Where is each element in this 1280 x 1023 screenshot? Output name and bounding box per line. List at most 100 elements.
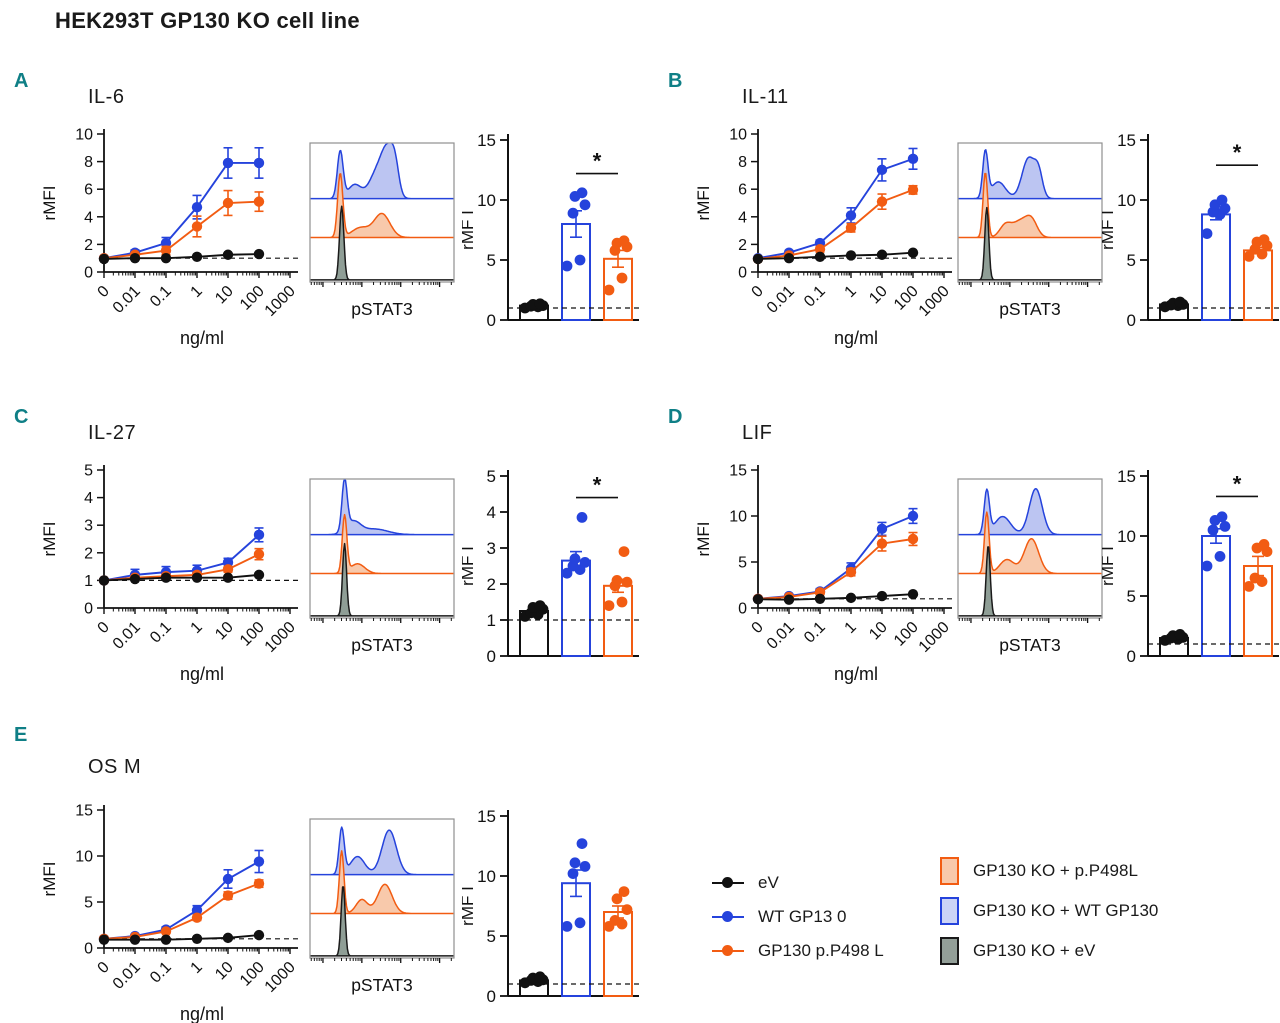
svg-text:rMF I: rMF I bbox=[462, 886, 477, 926]
legend-label: WT GP13 0 bbox=[758, 907, 847, 926]
svg-text:5: 5 bbox=[84, 895, 93, 912]
panel-c: C IL-27 0 1 2 3 4 5 0 0.01 0.1 1 10 100 1000 rMFI ng/m… bbox=[10, 396, 639, 732]
legend-entry-gp130-p498l: GP130 p.P498 L bbox=[712, 941, 884, 961]
line-marker-icon bbox=[712, 945, 744, 957]
legend-line-series-column: eV WT GP13 0 GP130 p.P498 L bbox=[712, 873, 884, 961]
svg-text:10: 10 bbox=[75, 849, 93, 866]
svg-text:pSTAT3: pSTAT3 bbox=[999, 299, 1061, 319]
panel-c-letter: C bbox=[14, 406, 29, 428]
svg-text:0.01: 0.01 bbox=[110, 283, 144, 317]
svg-text:2: 2 bbox=[84, 545, 93, 562]
svg-text:15: 15 bbox=[729, 463, 747, 480]
svg-text:*: * bbox=[593, 149, 602, 174]
svg-text:10: 10 bbox=[212, 619, 237, 644]
histogram-swatch-icon bbox=[940, 937, 959, 965]
svg-text:0: 0 bbox=[84, 601, 93, 618]
svg-text:15: 15 bbox=[1117, 467, 1136, 486]
svg-text:0: 0 bbox=[749, 283, 767, 301]
svg-text:8: 8 bbox=[738, 154, 747, 171]
panel-d-pstat3-histogram: pSTAT3 bbox=[957, 478, 1103, 655]
svg-text:ng/ml: ng/ml bbox=[180, 664, 224, 684]
svg-text:0: 0 bbox=[738, 601, 747, 618]
svg-text:0: 0 bbox=[1127, 311, 1136, 330]
svg-text:5: 5 bbox=[738, 555, 747, 572]
panel-d-title: LIF bbox=[742, 422, 773, 444]
svg-text:0.01: 0.01 bbox=[110, 619, 144, 653]
legend-label: GP130 p.P498 L bbox=[758, 941, 884, 960]
panel-a-letter: A bbox=[14, 70, 29, 92]
svg-text:4: 4 bbox=[738, 209, 747, 226]
panel-b-pstat3-histogram: pSTAT3 bbox=[957, 142, 1103, 319]
svg-text:0: 0 bbox=[738, 265, 747, 282]
svg-text:10: 10 bbox=[212, 283, 237, 308]
svg-text:0: 0 bbox=[487, 647, 496, 666]
panel-b: B IL-11 0 2 4 6 8 10 0 0.01 0.1 1 10 100 1000 rMFI ng/… bbox=[664, 60, 1280, 396]
svg-text:4: 4 bbox=[84, 490, 93, 507]
legend-label: GP130 KO + WT GP130 bbox=[973, 901, 1159, 920]
svg-text:1: 1 bbox=[188, 959, 206, 977]
svg-text:rMFI: rMFI bbox=[40, 186, 59, 221]
svg-text:10: 10 bbox=[866, 283, 891, 308]
svg-text:1: 1 bbox=[84, 573, 93, 590]
svg-text:1000: 1000 bbox=[262, 619, 299, 656]
svg-text:0.01: 0.01 bbox=[110, 959, 144, 993]
legend-entry-wt-gp130: WT GP13 0 bbox=[712, 907, 884, 927]
svg-text:pSTAT3: pSTAT3 bbox=[999, 635, 1061, 655]
svg-text:0.1: 0.1 bbox=[801, 283, 829, 311]
svg-text:0: 0 bbox=[487, 987, 496, 1006]
panel-e-rmfi-bar-chart: 0 5 10 15 rMF I bbox=[462, 807, 639, 1006]
svg-text:2: 2 bbox=[84, 237, 93, 254]
svg-text:10: 10 bbox=[477, 867, 496, 886]
svg-text:10: 10 bbox=[729, 509, 747, 526]
svg-text:*: * bbox=[593, 473, 602, 498]
svg-text:ng/ml: ng/ml bbox=[180, 328, 224, 348]
svg-text:1: 1 bbox=[842, 619, 860, 637]
panel-e-title: OS M bbox=[88, 756, 142, 778]
panel-b-letter: B bbox=[668, 70, 683, 92]
svg-text:8: 8 bbox=[84, 154, 93, 171]
legend-entry-ko-wt-gp130: GP130 KO + WT GP130 bbox=[940, 897, 1158, 925]
panel-e: E OS M 0 5 10 15 0 0.01 0.1 1 10 100 1000 rMFI ng/ml… bbox=[10, 714, 639, 1023]
svg-text:ng/ml: ng/ml bbox=[180, 1004, 224, 1023]
svg-text:ng/ml: ng/ml bbox=[834, 328, 878, 348]
panel-c-rmfi-bar-chart: 0 1 2 3 4 5 * rMF I bbox=[462, 467, 639, 666]
svg-text:3: 3 bbox=[84, 518, 93, 535]
svg-text:1000: 1000 bbox=[262, 959, 299, 996]
svg-text:2: 2 bbox=[738, 237, 747, 254]
svg-text:0: 0 bbox=[95, 283, 113, 301]
svg-text:0.1: 0.1 bbox=[801, 619, 829, 647]
panel-a: A IL-6 0 2 4 6 8 10 0 0.01 0.1 1 10 100 1000 rMFI ng/m… bbox=[10, 60, 639, 396]
svg-text:0.01: 0.01 bbox=[764, 283, 798, 317]
svg-text:4: 4 bbox=[487, 503, 496, 522]
legend-histogram-column: GP130 KO + p.P498L GP130 KO + WT GP130 G… bbox=[940, 857, 1158, 965]
panel-a-title: IL-6 bbox=[88, 86, 125, 108]
svg-text:1: 1 bbox=[188, 283, 206, 301]
svg-text:rMF I: rMF I bbox=[1102, 210, 1117, 250]
svg-text:6: 6 bbox=[84, 182, 93, 199]
panel-c-pstat3-histogram: pSTAT3 bbox=[309, 478, 455, 655]
panel-e-pstat3-histogram: pSTAT3 bbox=[309, 818, 455, 995]
svg-text:5: 5 bbox=[487, 251, 496, 270]
histogram-swatch-icon bbox=[940, 857, 959, 885]
legend-entry-ko-ev: GP130 KO + eV bbox=[940, 937, 1158, 965]
svg-text:0: 0 bbox=[95, 619, 113, 637]
line-marker-icon bbox=[712, 911, 744, 923]
svg-text:10: 10 bbox=[729, 127, 747, 144]
panel-e-letter: E bbox=[14, 724, 28, 746]
legend-label: GP130 KO + eV bbox=[973, 941, 1096, 960]
svg-text:10: 10 bbox=[1117, 191, 1136, 210]
panel-d-rmfi-bar-chart: 0 5 10 15 * rMF I bbox=[1102, 467, 1279, 666]
line-marker-icon bbox=[712, 877, 744, 889]
svg-text:*: * bbox=[1233, 140, 1242, 165]
svg-text:15: 15 bbox=[1117, 131, 1136, 150]
svg-text:rMFI: rMFI bbox=[40, 862, 59, 897]
svg-text:10: 10 bbox=[1117, 527, 1136, 546]
svg-text:5: 5 bbox=[487, 467, 496, 486]
svg-text:1000: 1000 bbox=[916, 619, 953, 656]
svg-text:0: 0 bbox=[84, 941, 93, 958]
panel-a-pstat3-histogram: pSTAT3 bbox=[309, 142, 455, 319]
